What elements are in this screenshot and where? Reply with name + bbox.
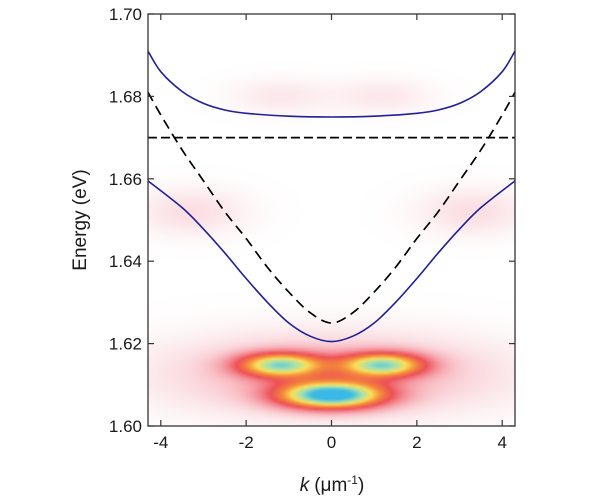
photon-mode-curve <box>147 91 516 324</box>
x-tick-label: -2 <box>239 433 254 452</box>
x-axis-unit-exponent: -1 <box>347 473 358 487</box>
lower-polariton-curve <box>147 180 516 343</box>
y-tick-label: 1.66 <box>109 170 142 189</box>
x-tick-label: 4 <box>497 433 506 452</box>
x-axis-unit-close: ) <box>358 475 364 496</box>
x-axis-symbol: k <box>300 475 311 496</box>
x-tick-label: 0 <box>327 433 336 452</box>
upper-polariton-curve <box>147 50 516 118</box>
y-axis-ticks: 1.60 1.62 1.64 1.66 1.68 1.70 <box>109 5 515 436</box>
y-tick-label: 1.68 <box>109 87 142 106</box>
y-tick-label: 1.62 <box>109 335 142 354</box>
x-axis-unit: (μm <box>314 475 347 496</box>
heatmap-image <box>148 14 515 426</box>
x-tick-label: 2 <box>412 433 421 452</box>
x-axis-label: k (μm-1) <box>300 473 365 496</box>
y-tick-label: 1.64 <box>109 252 142 271</box>
y-tick-label: 1.60 <box>109 417 142 436</box>
x-axis-ticks: -4 -2 0 2 4 <box>153 14 507 452</box>
x-tick-label: -4 <box>153 433 168 452</box>
y-axis-label: Energy (eV) <box>70 169 91 270</box>
emission-heatmap <box>148 14 515 426</box>
dispersion-curves <box>147 50 516 343</box>
y-tick-label: 1.70 <box>109 5 142 24</box>
